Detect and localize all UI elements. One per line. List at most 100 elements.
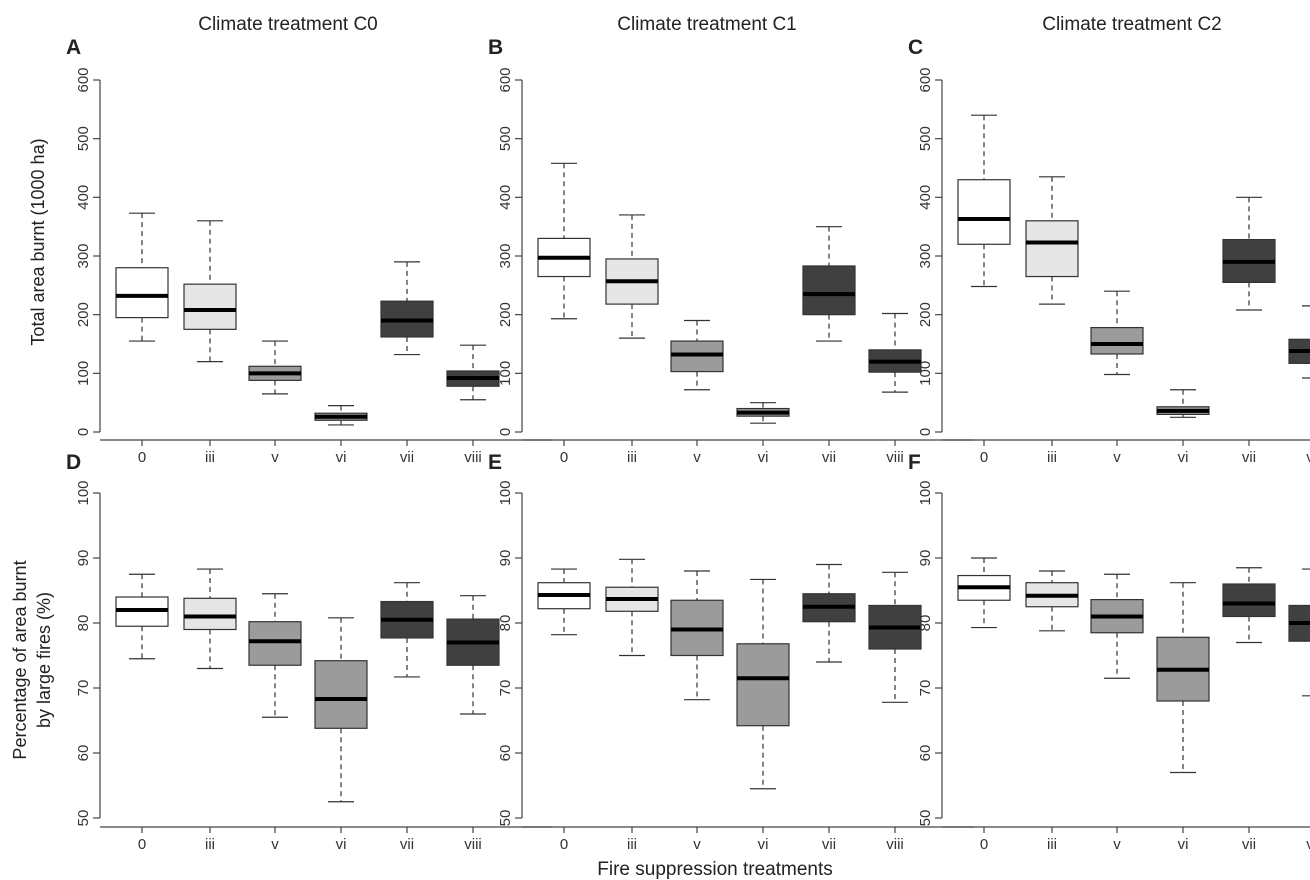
- box-viii: viii: [1288, 568, 1310, 853]
- box-iii: iii: [1025, 176, 1079, 466]
- y-tick-label: 500: [497, 126, 514, 151]
- x-tick-label: iii: [1047, 836, 1057, 853]
- y-tick-label: 50: [917, 810, 934, 827]
- y-tick-label: 0: [75, 428, 92, 436]
- y-tick-label: 60: [917, 745, 934, 762]
- y-tick-label: 80: [917, 615, 934, 632]
- box-vii: vii: [802, 563, 856, 853]
- panel-f: F 50 60 70 80 90 100 0 iii v vi vii viii: [908, 451, 1310, 853]
- iqr-box: [183, 597, 237, 631]
- box-vi: vi: [736, 578, 790, 853]
- y-tick-label: 500: [75, 126, 92, 151]
- box-vii: vii: [802, 226, 856, 466]
- y-tick-label: 100: [75, 480, 92, 505]
- box-iii: iii: [183, 568, 237, 853]
- box-v: v: [670, 319, 724, 466]
- y-tick-label: 300: [75, 243, 92, 268]
- y-tick-label: 100: [75, 361, 92, 386]
- x-tick-label: v: [1113, 449, 1121, 466]
- panel-a: A 0 100 200 300 400 500 600 0 iii v vi vii viii: [66, 36, 552, 466]
- y-tick-label: 600: [917, 67, 934, 92]
- x-tick-label: 0: [560, 449, 568, 466]
- iqr-box: [1222, 583, 1276, 618]
- x-tick-label: vi: [1178, 449, 1189, 466]
- y-tick-label: 70: [75, 680, 92, 697]
- x-tick-label: v: [693, 449, 701, 466]
- box-0: 0: [537, 162, 591, 466]
- x-tick-label: vii: [822, 836, 836, 853]
- x-tick-label: 0: [138, 836, 146, 853]
- x-tick-label: vi: [758, 449, 769, 466]
- y-tick-label: 70: [497, 680, 514, 697]
- x-tick-label: viii: [1306, 836, 1310, 853]
- iqr-box: [736, 643, 790, 727]
- iqr-box: [1090, 326, 1144, 355]
- y-tick-label: 300: [917, 243, 934, 268]
- y-tick-label: 70: [917, 680, 934, 697]
- y-tick-label: 600: [497, 67, 514, 92]
- panel-letter: F: [908, 451, 921, 474]
- y-tick-label: 80: [75, 615, 92, 632]
- panel-c: C 0 100 200 300 400 500 600 0 iii v vi vii viii: [908, 36, 1310, 466]
- y-tick-label: 50: [75, 810, 92, 827]
- box-vii: vii: [380, 261, 434, 466]
- column-title-c1: Climate treatment C1: [617, 14, 797, 35]
- y-tick-label: 500: [917, 126, 934, 151]
- iqr-box: [248, 621, 302, 666]
- panel-b: B 0 100 200 300 400 500 600 0 iii v vi vii viii: [488, 36, 974, 466]
- x-tick-label: iii: [205, 449, 215, 466]
- x-tick-label: vi: [1178, 836, 1189, 853]
- y-tick-label: 400: [75, 185, 92, 210]
- iqr-box: [183, 283, 237, 330]
- x-tick-label: 0: [138, 449, 146, 466]
- box-0: 0: [115, 573, 169, 853]
- box-viii: viii: [446, 595, 500, 853]
- x-tick-label: viii: [464, 449, 482, 466]
- x-tick-label: vii: [400, 449, 414, 466]
- box-0: 0: [115, 212, 169, 466]
- x-tick-label: 0: [560, 836, 568, 853]
- box-v: v: [1090, 573, 1144, 853]
- y-tick-label: 400: [917, 185, 934, 210]
- y-tick-label: 90: [497, 550, 514, 567]
- x-tick-label: vi: [336, 836, 347, 853]
- y-tick-label: 60: [75, 745, 92, 762]
- y-axis-title-bottom-line2: by large fires (%): [34, 592, 54, 728]
- box-vii: vii: [1222, 567, 1276, 853]
- box-iii: iii: [1025, 570, 1079, 853]
- iqr-box: [314, 660, 368, 729]
- x-tick-label: v: [271, 449, 279, 466]
- x-tick-label: viii: [886, 449, 904, 466]
- box-v: v: [248, 593, 302, 853]
- y-tick-label: 90: [917, 550, 934, 567]
- box-vi: vi: [314, 405, 368, 466]
- x-tick-label: v: [271, 836, 279, 853]
- x-tick-label: vi: [758, 836, 769, 853]
- panel-letter: B: [488, 36, 503, 59]
- x-tick-label: viii: [1306, 449, 1310, 466]
- x-tick-label: vii: [1242, 836, 1256, 853]
- box-vi: vi: [1156, 389, 1210, 466]
- x-tick-label: viii: [886, 836, 904, 853]
- y-tick-label: 60: [497, 745, 514, 762]
- box-0: 0: [957, 557, 1011, 853]
- y-tick-label: 0: [497, 428, 514, 436]
- box-viii: viii: [868, 312, 922, 466]
- x-tick-label: iii: [627, 449, 637, 466]
- y-tick-label: 200: [75, 302, 92, 327]
- x-tick-label: iii: [627, 836, 637, 853]
- x-tick-label: vii: [822, 449, 836, 466]
- box-vi: vi: [314, 617, 368, 853]
- panel-letter: C: [908, 36, 923, 59]
- box-iii: iii: [605, 214, 659, 466]
- y-tick-label: 100: [497, 361, 514, 386]
- y-tick-label: 600: [75, 67, 92, 92]
- iqr-box: [115, 267, 169, 319]
- box-vi: vi: [1156, 582, 1210, 853]
- y-axis-title-top: Total area burnt (1000 ha): [28, 138, 48, 345]
- box-vii: vii: [1222, 196, 1276, 466]
- y-tick-label: 100: [917, 480, 934, 505]
- box-vi: vi: [736, 402, 790, 466]
